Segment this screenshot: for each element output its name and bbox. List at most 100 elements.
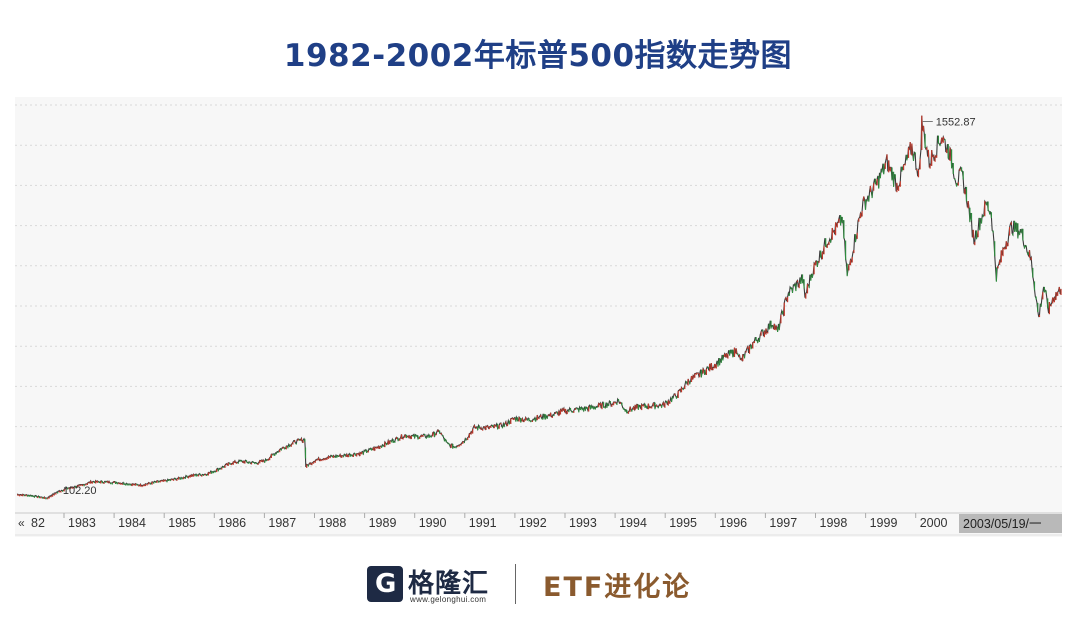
price-bar (760, 331, 762, 336)
price-bar (999, 260, 1001, 265)
price-bar (1019, 231, 1021, 235)
x-tick-label: 1990 (419, 516, 447, 530)
price-bar (586, 407, 588, 409)
price-bar (22, 494, 24, 497)
price-bar (561, 408, 563, 412)
price-bar (581, 407, 583, 411)
price-bar (555, 412, 557, 414)
price-bar (100, 481, 102, 484)
price-bar (800, 277, 802, 284)
price-bar (816, 260, 818, 267)
price-bar (73, 487, 75, 489)
price-bar (306, 464, 308, 468)
price-bar (787, 297, 789, 303)
price-bar (1047, 298, 1049, 309)
price-bar (402, 438, 404, 440)
price-bar (874, 178, 876, 185)
price-bar (825, 238, 827, 248)
price-bar (106, 481, 108, 483)
price-bar (367, 450, 369, 453)
price-bar (969, 207, 971, 223)
price-bar (184, 477, 186, 479)
price-bar (823, 246, 825, 255)
price-bar (964, 189, 966, 195)
price-bar (366, 449, 368, 453)
price-bar (420, 435, 422, 438)
price-bar (951, 149, 953, 169)
price-bar (942, 136, 944, 143)
price-bar (226, 463, 228, 466)
scroll-left-icon[interactable]: « (18, 516, 25, 530)
price-bar (543, 413, 545, 420)
price-bar (55, 493, 57, 495)
price-bar (866, 199, 868, 202)
price-bar (234, 460, 236, 463)
price-bar (239, 460, 241, 462)
price-bar (120, 483, 122, 485)
price-bar (187, 476, 190, 479)
price-bar (138, 485, 140, 487)
price-bar (25, 494, 27, 497)
price-bar (90, 480, 92, 484)
price-bar (337, 455, 340, 457)
price-bar (868, 195, 870, 202)
price-bar (707, 366, 709, 369)
price-bar (594, 407, 596, 410)
price-bar (685, 381, 688, 384)
price-bar (37, 496, 39, 499)
price-bar (110, 482, 112, 485)
price-bar (735, 348, 737, 355)
price-bar (545, 414, 547, 420)
price-bar (627, 411, 630, 414)
price-bar (442, 435, 444, 437)
price-bar (919, 158, 921, 170)
price-bar (559, 409, 562, 415)
price-bar (717, 360, 719, 367)
price-bar (671, 398, 673, 403)
price-bar (675, 396, 678, 399)
price-bar (245, 460, 248, 463)
price-bar (727, 354, 729, 359)
price-bar (86, 483, 88, 485)
price-bar (893, 171, 895, 187)
x-tick-label: 1985 (168, 516, 196, 530)
price-bar (232, 461, 234, 465)
price-bar (952, 163, 954, 174)
price-bar (1048, 302, 1050, 315)
price-bar (984, 201, 986, 217)
price-bar (530, 420, 532, 423)
price-bar (91, 481, 93, 484)
price-bar (790, 287, 792, 290)
price-bar (803, 279, 805, 289)
x-tick-label: 1993 (569, 516, 597, 530)
price-bar (275, 452, 277, 455)
price-bar (419, 437, 421, 439)
price-bar (1000, 250, 1002, 263)
price-bar (954, 178, 956, 180)
price-bar (1058, 287, 1060, 292)
price-bar (863, 196, 865, 202)
price-bar (229, 462, 231, 465)
price-bar (376, 447, 378, 449)
price-bar (313, 461, 315, 464)
price-bar (201, 475, 203, 477)
price-bar (497, 423, 499, 430)
price-bar (957, 182, 959, 186)
price-bar (284, 447, 286, 450)
price-bar (644, 403, 646, 408)
price-bar (417, 435, 419, 440)
price-bar (631, 409, 633, 412)
price-bar (752, 342, 754, 349)
x-tick-label: 1998 (820, 516, 848, 530)
price-bar (43, 497, 45, 499)
price-bar (598, 403, 600, 408)
price-bar (772, 325, 774, 327)
price-bar (795, 283, 797, 292)
price-bar (462, 441, 464, 444)
price-bar (1050, 304, 1052, 307)
price-bar (661, 404, 663, 408)
price-bar (349, 453, 351, 457)
price-bar (914, 152, 916, 155)
price-bar (341, 455, 343, 458)
price-bar (354, 453, 356, 456)
